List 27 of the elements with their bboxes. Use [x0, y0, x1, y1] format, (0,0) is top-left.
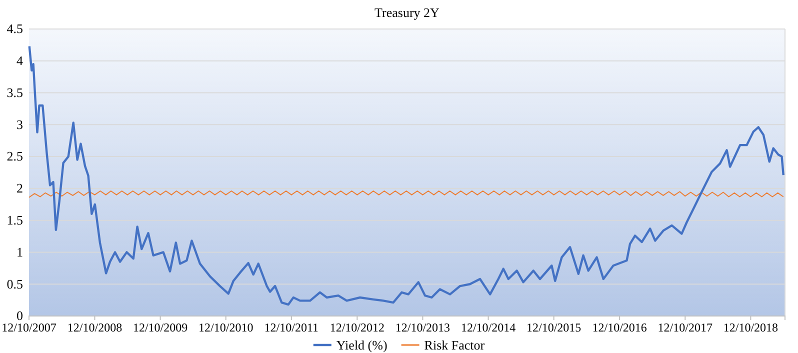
y-tick-label: 0.5 [6, 276, 23, 292]
x-tick-label: 12/10/2017 [658, 320, 712, 335]
x-tick-label: 12/10/2014 [460, 320, 516, 335]
y-tick-label: 2 [16, 180, 23, 196]
y-tick-label: 2.5 [6, 148, 23, 164]
y-tick-label: 4 [16, 53, 24, 68]
y-tick-label: 3 [16, 116, 23, 132]
x-tick-label: 12/10/2008 [67, 320, 122, 335]
x-tick-label: 12/10/2010 [198, 320, 254, 335]
y-tick-label: 3.5 [6, 84, 23, 100]
y-tick-label: 1.5 [6, 212, 23, 228]
x-tick-label: 12/10/2011 [264, 320, 319, 335]
legend-label: Risk Factor [424, 338, 486, 352]
x-tick-label: 12/10/2009 [132, 320, 188, 335]
x-tick-label: 12/10/2007 [2, 320, 56, 335]
x-tick-label: 12/10/2012 [330, 320, 384, 335]
y-tick-label: 4.5 [6, 21, 23, 36]
x-tick-label: 12/10/2013 [395, 320, 450, 335]
x-tick-label: 12/10/2015 [526, 320, 582, 335]
line-series [28, 45, 784, 306]
line-series [28, 190, 784, 198]
chart-title: Treasury 2Y [374, 5, 440, 20]
x-tick-label: 12/10/2016 [592, 320, 647, 335]
y-tick-label: 1 [16, 244, 23, 260]
x-tick-label: 12/10/2018 [723, 320, 778, 335]
y-tick-label: 0 [16, 308, 23, 324]
legend-label: Yield (%) [336, 338, 388, 352]
